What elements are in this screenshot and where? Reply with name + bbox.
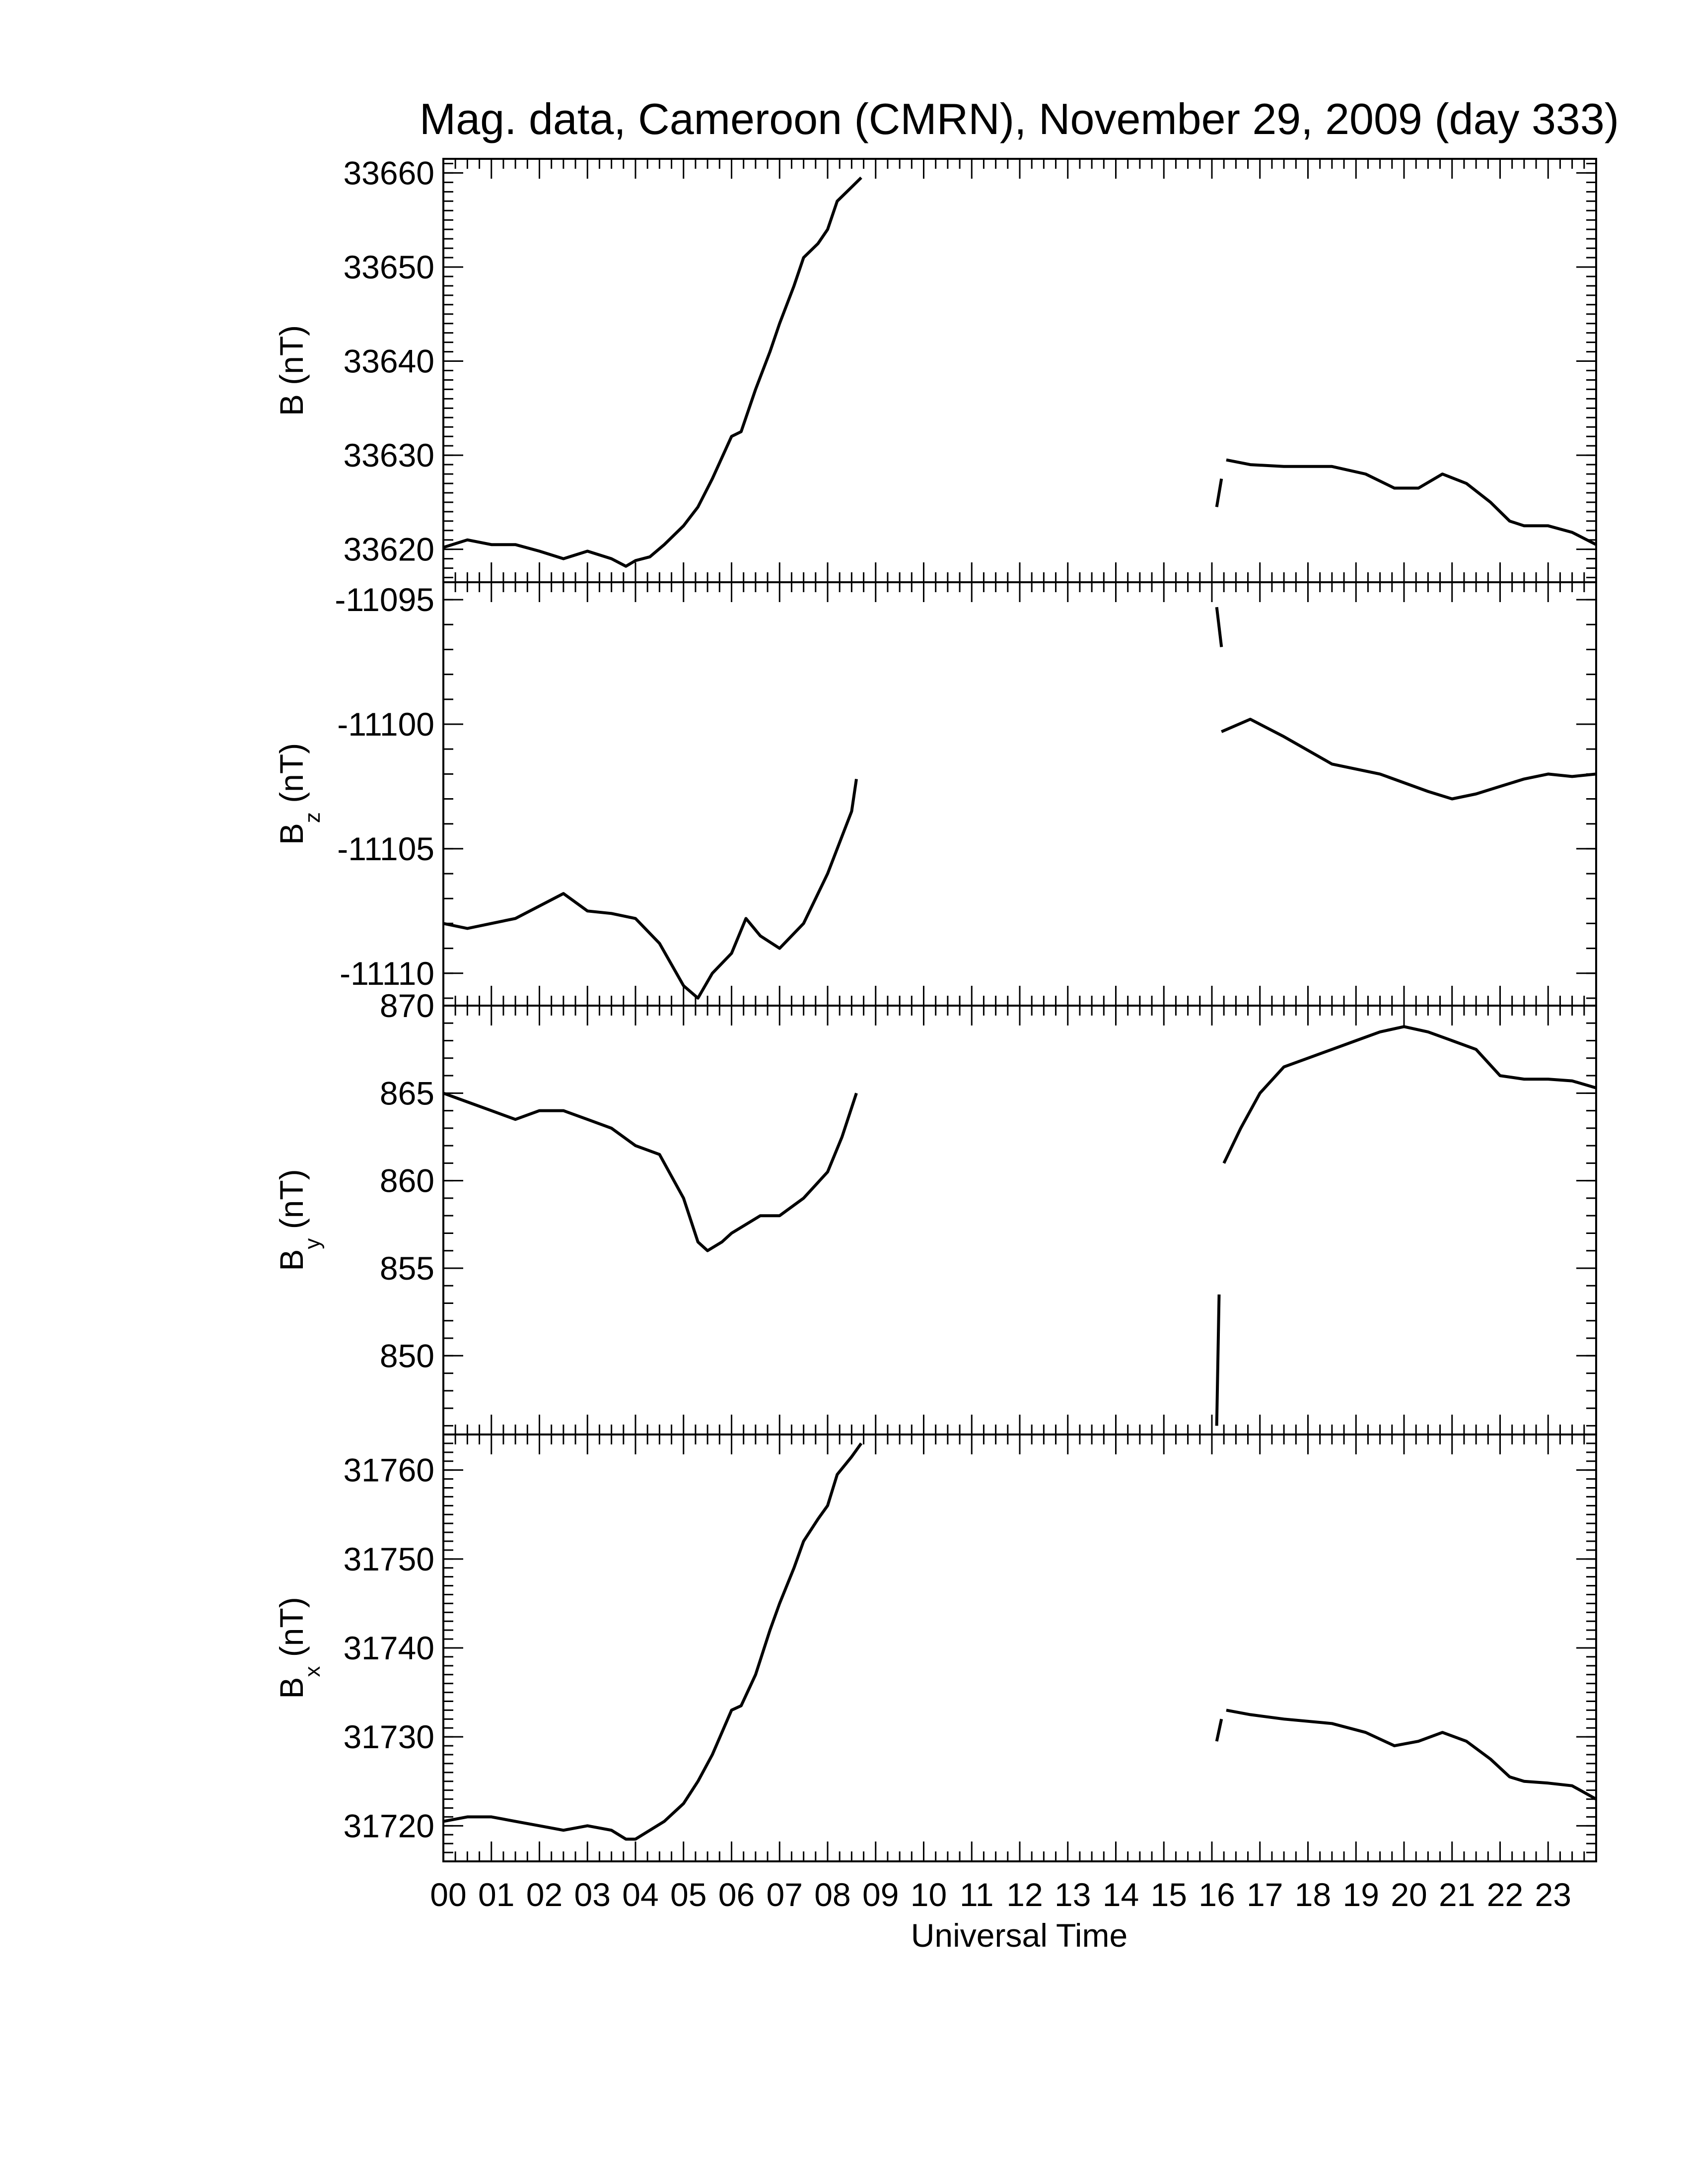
x-tick-label: 21 (1439, 1876, 1475, 1913)
panel-1: 33620 33630 33640 33650 33660 B (nT) (273, 154, 1597, 583)
panel-4: 31720 31730 31740 31750 31760 Bx (nT) (273, 1433, 1597, 1862)
x-tick-label: 12 (1006, 1876, 1043, 1913)
x-tick-label: 16 (1198, 1876, 1235, 1913)
panel-frame (442, 158, 1597, 583)
series-line-segment (1215, 478, 1223, 507)
y-tick-label: 865 (380, 1075, 434, 1111)
x-tick-label: 04 (622, 1876, 658, 1913)
y-tick-label: 850 (380, 1337, 434, 1374)
x-tick-label: 06 (718, 1876, 755, 1913)
x-tick-label: 20 (1391, 1876, 1427, 1913)
y-axis-label: Bz (nT) (273, 743, 325, 845)
chart-title: Mag. data, Cameroon (CMRN), November 29,… (420, 94, 1619, 143)
x-tick-label: 03 (574, 1876, 611, 1913)
series-line-segment (1215, 1718, 1223, 1742)
y-tick-label: 31730 (343, 1718, 434, 1755)
y-tick-label: 860 (380, 1162, 434, 1199)
x-tick-label: 02 (526, 1876, 563, 1913)
x-tick-label: 19 (1343, 1876, 1379, 1913)
x-tick-label: 22 (1487, 1876, 1523, 1913)
panel-2: -11095 -11100 -11105 -11110 Bz (nT) (273, 581, 1597, 1007)
panel-frame (442, 581, 1597, 1007)
y-tick-label: 855 (380, 1250, 434, 1287)
y-axis-label: By (nT) (273, 1169, 325, 1271)
x-tick-label: 08 (814, 1876, 850, 1913)
y-tick-label: -11105 (337, 830, 434, 867)
series-line-segment (1215, 607, 1223, 647)
x-tick-label: 09 (862, 1876, 899, 1913)
series-line-segment (1226, 1708, 1597, 1801)
x-tick-label: 18 (1295, 1876, 1331, 1913)
y-tick-label: 33640 (343, 343, 434, 380)
x-axis-tick-labels: 00 01 02 03 04 05 06 07 08 09 10 11 12 13 14 15 16 17 18 19… (430, 1876, 1571, 1913)
y-tick-label: -11095 (335, 581, 434, 618)
y-tick-label: 33660 (343, 154, 434, 191)
y-tick-label: 31760 (343, 1452, 434, 1489)
x-tick-label: 11 (960, 1876, 994, 1913)
y-tick-label: 33650 (343, 249, 434, 285)
panel-3: 850 855 860 865 870 By (nT) (273, 987, 1597, 1435)
y-tick-label: 870 (380, 987, 434, 1024)
x-tick-label: 05 (670, 1876, 706, 1913)
series-line-segment (1215, 1294, 1221, 1426)
y-tick-label: 31750 (343, 1541, 434, 1577)
y-tick-label: 31740 (343, 1630, 434, 1666)
y-tick-label: -11100 (337, 706, 434, 743)
y-axis-label: B (nT) (273, 325, 310, 416)
x-tick-label: 07 (767, 1876, 803, 1913)
y-tick-label: 31720 (343, 1807, 434, 1844)
x-axis-label: Universal Time (911, 1917, 1127, 1954)
x-tick-label: 23 (1535, 1876, 1571, 1913)
series-line-segment (443, 176, 862, 568)
x-tick-label: 17 (1247, 1876, 1283, 1913)
series-line-segment (443, 778, 858, 1000)
y-axis-label: Bx (nT) (273, 1597, 325, 1699)
x-tick-label: 14 (1103, 1876, 1139, 1913)
series-line-segment (1222, 1025, 1597, 1164)
x-tick-label: 15 (1151, 1876, 1187, 1913)
series-line-segment (442, 1092, 858, 1252)
y-tick-label: 33620 (343, 531, 434, 568)
panel-frame (442, 1005, 1597, 1435)
y-tick-label: 33630 (343, 437, 434, 474)
series-line-segment (1221, 718, 1597, 801)
series-line-segment (1226, 458, 1597, 546)
panel-frame (442, 1433, 1597, 1862)
y-tick-label: -11110 (340, 955, 434, 992)
x-tick-label: 00 (430, 1876, 466, 1913)
x-tick-label: 10 (911, 1876, 947, 1913)
x-tick-label: 13 (1055, 1876, 1091, 1913)
series-line-segment (443, 1442, 863, 1841)
x-tick-label: 01 (478, 1876, 514, 1913)
